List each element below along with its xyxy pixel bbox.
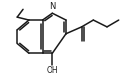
Text: N: N (49, 2, 56, 11)
Text: OH: OH (46, 66, 58, 75)
